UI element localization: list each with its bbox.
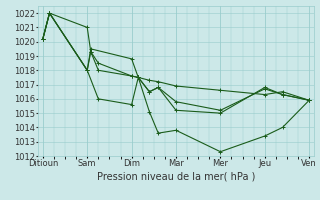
X-axis label: Pression niveau de la mer( hPa ): Pression niveau de la mer( hPa ) bbox=[97, 171, 255, 181]
